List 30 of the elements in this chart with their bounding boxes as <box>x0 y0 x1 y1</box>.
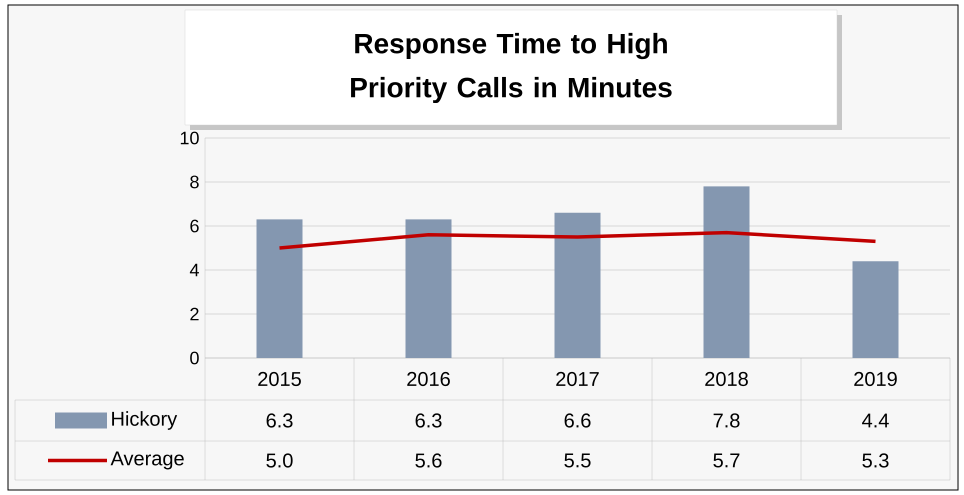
x-tick-label: 2015 <box>258 372 301 386</box>
data-label: 6.6 <box>564 413 591 428</box>
line-series <box>278 230 878 250</box>
x-tick-label: 2016 <box>407 372 450 386</box>
y-tick-label: 8 <box>190 176 199 188</box>
legend-label: Hickory <box>112 411 178 430</box>
data-label: 5.3 <box>862 453 889 468</box>
x-tick-label: 2018 <box>705 372 748 386</box>
data-label: 5.6 <box>415 453 442 468</box>
data-label: 5.5 <box>564 454 591 468</box>
y-tick-label: 2 <box>190 308 199 320</box>
data-label: 5.0 <box>266 453 293 468</box>
bar <box>256 219 303 358</box>
bar <box>704 186 750 358</box>
x-tick-label: 2017 <box>556 372 599 386</box>
chart-title: Response Time to High Priority Calls in Minutes <box>351 32 672 104</box>
y-tick-label: 4 <box>190 264 199 276</box>
data-label: 7.8 <box>714 413 740 428</box>
bar <box>554 212 601 358</box>
x-tick-label: 2019 <box>854 372 897 386</box>
bar <box>406 219 452 358</box>
legend-label: Average <box>110 452 184 470</box>
y-tick-label: 6 <box>190 220 199 232</box>
data-label: 4.4 <box>862 414 889 428</box>
y-tick-label: 10 <box>180 132 199 144</box>
data-label: 6.3 <box>266 413 293 428</box>
bar <box>852 261 899 358</box>
data-label: 5.7 <box>713 454 740 468</box>
y-tick-label: 0 <box>190 352 199 364</box>
data-label: 6.3 <box>416 413 442 428</box>
